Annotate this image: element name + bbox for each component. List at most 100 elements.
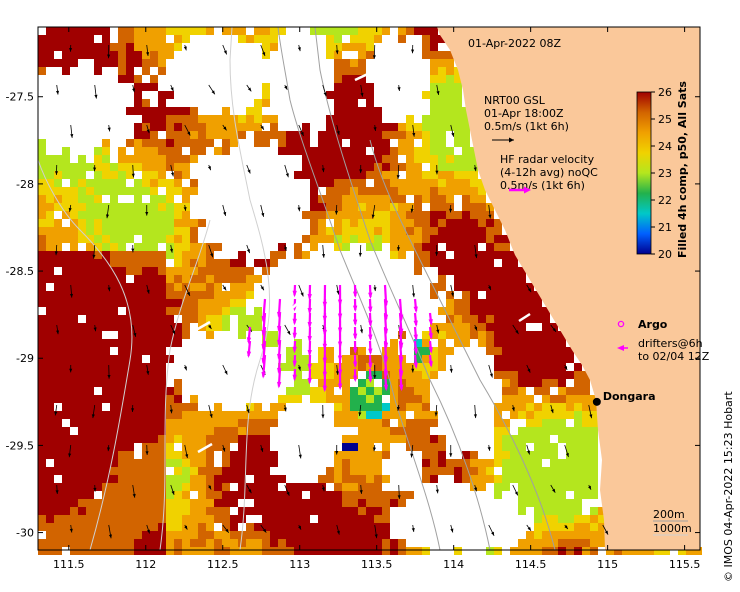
model-arrow-head [300, 131, 304, 136]
sst-cell [374, 483, 382, 491]
model-arrow-head [93, 167, 97, 172]
sst-cell [182, 331, 190, 339]
sst-cell [126, 291, 134, 299]
sst-cell [486, 339, 494, 347]
sst-cell [494, 307, 502, 315]
sst-cell [70, 515, 78, 523]
x-tick-label: 115 [597, 558, 618, 571]
sst-cell [254, 403, 262, 411]
model-arrow-head [335, 450, 339, 455]
sst-cell [478, 227, 486, 235]
sst-cell [238, 35, 246, 43]
model-arrow-head [552, 488, 556, 493]
y-tick-label: -30 [16, 527, 34, 540]
sst-cell [430, 211, 438, 219]
sst-cell [542, 483, 550, 491]
sst-cell [38, 363, 46, 371]
sst-cell [174, 475, 182, 483]
sst-cell [198, 451, 206, 459]
sst-cell [574, 547, 582, 555]
sst-cell [534, 443, 542, 451]
sst-cell [150, 371, 158, 379]
sst-cell [406, 419, 414, 427]
sst-cell [150, 403, 158, 411]
sst-cell [294, 139, 302, 147]
sst-cell [374, 131, 382, 139]
sst-cell [350, 115, 358, 123]
sst-cell [502, 267, 510, 275]
sst-cell [182, 323, 190, 331]
sst-cell [230, 459, 238, 467]
sst-cell [70, 539, 78, 547]
sst-cell [78, 403, 86, 411]
sst-cell [126, 499, 134, 507]
sst-cell [70, 259, 78, 267]
sst-cell [414, 155, 422, 163]
sst-cell [126, 331, 134, 339]
sst-cell [110, 507, 118, 515]
sst-cell [358, 475, 366, 483]
sst-cell [558, 339, 566, 347]
sst-cell [470, 275, 478, 283]
sst-cell [334, 91, 342, 99]
sst-cell [558, 355, 566, 363]
sst-cell [94, 187, 102, 195]
sst-cell [174, 211, 182, 219]
sst-cell [430, 331, 438, 339]
sst-cell [422, 115, 430, 123]
sst-cell [38, 203, 46, 211]
sst-cell [54, 355, 62, 363]
sst-cell [350, 171, 358, 179]
sst-cell [382, 515, 390, 523]
model-arrow-head [411, 49, 415, 54]
sst-cell [310, 395, 318, 403]
sst-cell [366, 139, 374, 147]
sst-cell [390, 499, 398, 507]
sst-cell [86, 323, 94, 331]
sst-cell [62, 467, 70, 475]
sst-cell [54, 155, 62, 163]
sst-cell [94, 451, 102, 459]
sst-cell [222, 451, 230, 459]
sst-cell [262, 35, 270, 43]
sst-cell [310, 187, 318, 195]
sst-cell [158, 475, 166, 483]
sst-cell [94, 171, 102, 179]
sst-cell [150, 139, 158, 147]
sst-cell [534, 515, 542, 523]
sst-cell [70, 251, 78, 259]
sst-cell [414, 171, 422, 179]
sst-cell [310, 235, 318, 243]
sst-cell [142, 139, 150, 147]
sst-cell [254, 99, 262, 107]
sst-cell [198, 491, 206, 499]
sst-cell [158, 275, 166, 283]
sst-cell [190, 451, 198, 459]
contour-1000-label: 1000m [653, 522, 692, 535]
sst-cell [214, 147, 222, 155]
sst-cell [214, 419, 222, 427]
hf-arrow-head [368, 362, 373, 370]
sst-cell [358, 419, 366, 427]
sst-cell [342, 411, 350, 419]
sst-cell [102, 203, 110, 211]
sst-cell [518, 267, 526, 275]
sst-cell [46, 219, 54, 227]
sst-cell [46, 339, 54, 347]
sst-cell [502, 419, 510, 427]
sst-cell [134, 187, 142, 195]
sst-cell [214, 467, 222, 475]
sst-cell [342, 83, 350, 91]
sst-cell [438, 171, 446, 179]
sst-cell [582, 523, 590, 531]
sst-cell [94, 203, 102, 211]
sst-cell [310, 371, 318, 379]
sst-cell [214, 531, 222, 539]
sst-cell [390, 171, 398, 179]
sst-cell [326, 379, 334, 387]
sst-cell [526, 547, 534, 555]
sst-cell [214, 411, 222, 419]
sst-cell [102, 387, 110, 395]
sst-cell [302, 363, 310, 371]
sst-cell [422, 227, 430, 235]
